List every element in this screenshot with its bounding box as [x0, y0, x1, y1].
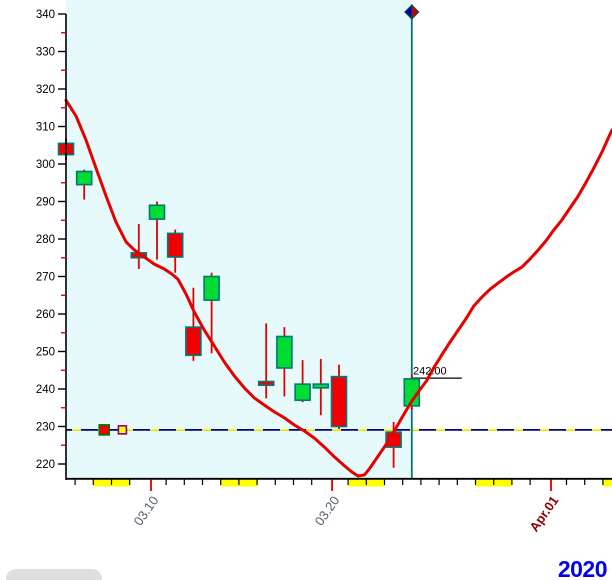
y-tick-label: 320 — [36, 84, 55, 96]
candle-up — [276, 335, 293, 369]
candles-layer — [57, 137, 421, 468]
plot-backdrop — [66, 0, 412, 478]
candle-up — [203, 275, 220, 301]
y-tick-label: 220 — [36, 459, 55, 471]
candle-up — [75, 170, 93, 186]
signal-marker — [98, 424, 111, 436]
candle-down — [166, 232, 184, 258]
corner-widget — [6, 569, 102, 580]
y-tick-label: 240 — [36, 384, 55, 396]
candle-down — [185, 326, 202, 357]
last-price-label: 242.00 — [413, 366, 447, 378]
x-date-label: 03.10 — [130, 493, 161, 528]
y-tick-label: 300 — [36, 159, 55, 171]
y-tick-label: 230 — [36, 422, 55, 434]
candle-up — [312, 383, 330, 389]
y-tick-label: 290 — [36, 197, 55, 209]
y-tick-label: 250 — [36, 347, 55, 359]
x-date-label: 03.20 — [312, 493, 343, 528]
y-tick-label: 310 — [36, 122, 55, 134]
signal-marker — [117, 425, 128, 435]
y-tick-label: 280 — [36, 234, 55, 246]
moving-average-line — [64, 98, 612, 478]
ma-line — [64, 98, 612, 478]
candle-up — [148, 204, 166, 220]
y-tick-label: 260 — [36, 309, 55, 321]
candle-up — [294, 383, 311, 402]
signal-markers — [98, 424, 128, 436]
y-tick-label: 270 — [36, 272, 55, 284]
cursor-diamond-icon — [411, 3, 420, 21]
weekend-band — [602, 479, 612, 487]
weekend-bands — [93, 479, 612, 487]
backdrop-rect — [66, 0, 412, 478]
year-label: 2020 — [558, 556, 607, 580]
y-tick-label: 330 — [36, 47, 55, 59]
x-date-label: Apr.01 — [526, 493, 561, 534]
y-tick-label: 340 — [36, 9, 55, 21]
candle-down — [257, 380, 275, 387]
candle-down — [330, 375, 348, 428]
